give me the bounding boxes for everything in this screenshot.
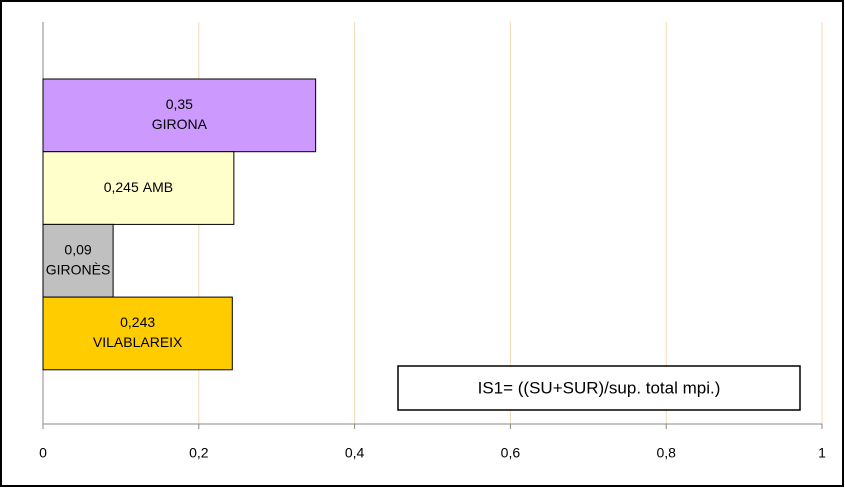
x-tick-label: 0,2	[189, 445, 209, 461]
x-tick-label: 0,8	[656, 445, 676, 461]
value-label: 0,243	[120, 314, 155, 330]
bar	[42, 151, 235, 225]
annotation: IS1= ((SU+SUR)/sup. total mpi.)	[478, 378, 721, 397]
value-label: 0,09	[64, 241, 91, 257]
x-tick-label: 0	[39, 445, 47, 461]
x-tick-label: 1	[818, 445, 826, 461]
category-label: AMB	[143, 179, 173, 195]
bar	[42, 296, 233, 371]
category-label: GIRONÈS	[46, 261, 111, 277]
x-tick-label: 0,6	[501, 445, 521, 461]
bar	[42, 223, 114, 298]
value-label: 0,35	[166, 96, 193, 112]
category-label: VILABLAREIX	[93, 334, 183, 350]
x-tick-label: 0,4	[345, 445, 365, 461]
bar-label: 0,245 AMB	[104, 179, 173, 195]
annotation-box	[397, 365, 801, 411]
bar	[42, 78, 317, 153]
value-label: 0,245	[104, 179, 139, 195]
category-label: GIRONA	[152, 116, 208, 132]
